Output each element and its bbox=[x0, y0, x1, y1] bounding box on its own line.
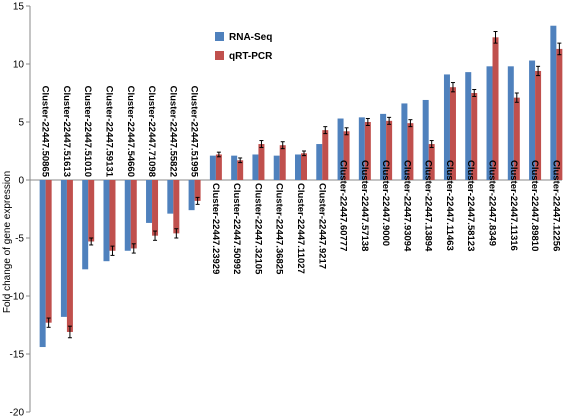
bar-rna-seq bbox=[167, 180, 174, 214]
bar-qrt-pcr bbox=[364, 122, 371, 180]
category-label: Cluster-22447.8349 bbox=[487, 160, 498, 246]
bar-qrt-pcr bbox=[109, 180, 116, 251]
category-label: Cluster-22447.55822 bbox=[167, 86, 178, 177]
bar-qrt-pcr bbox=[386, 120, 393, 180]
bar-rna-seq bbox=[465, 72, 472, 180]
category-label: Cluster-22447.11027 bbox=[295, 183, 306, 274]
bar-rna-seq bbox=[507, 66, 514, 180]
bar-qrt-pcr bbox=[237, 160, 244, 180]
category-label: Cluster-22447.58123 bbox=[465, 160, 476, 251]
bar-rna-seq bbox=[273, 155, 280, 180]
category-label: Cluster-22447.36825 bbox=[274, 183, 285, 275]
bar-rna-seq bbox=[39, 180, 46, 348]
bar-qrt-pcr bbox=[88, 180, 95, 242]
bar-rna-seq bbox=[316, 144, 323, 180]
legend: RNA-Seq qRT-PCR bbox=[215, 32, 273, 62]
y-tick-label: -5 bbox=[15, 234, 24, 245]
bar-qrt-pcr bbox=[45, 180, 52, 323]
bar-qrt-pcr bbox=[152, 180, 159, 236]
bar-rna-seq bbox=[146, 180, 153, 223]
y-tick-label: -20 bbox=[10, 408, 25, 418]
bar-rna-seq bbox=[486, 66, 493, 180]
bar-layer bbox=[39, 25, 563, 348]
bar-qrt-pcr bbox=[556, 48, 563, 180]
bar-qrt-pcr bbox=[535, 70, 542, 180]
bar-rna-seq bbox=[252, 154, 259, 180]
category-label: Cluster-22447.9000 bbox=[380, 160, 391, 246]
category-label: Cluster-22447.51010 bbox=[82, 86, 93, 177]
bar-qrt-pcr bbox=[301, 153, 307, 180]
category-label: Cluster-22447.12256 bbox=[550, 160, 561, 251]
category-label: Cluster-22447.23929 bbox=[210, 183, 221, 274]
bar-rna-seq bbox=[124, 180, 131, 251]
bar-qrt-pcr bbox=[492, 37, 499, 180]
bar-rna-seq bbox=[231, 155, 238, 180]
y-tick-label: 10 bbox=[13, 60, 25, 71]
category-label: Cluster-22447.11316 bbox=[508, 160, 519, 251]
bar-qrt-pcr bbox=[407, 123, 414, 180]
bar-rna-seq bbox=[380, 113, 387, 180]
bar-qrt-pcr bbox=[194, 180, 201, 201]
category-label: Cluster-22447.11463 bbox=[444, 160, 455, 251]
category-label: Cluster-22447.59131 bbox=[103, 86, 114, 178]
bar-qrt-pcr bbox=[343, 131, 350, 180]
bar-rna-seq bbox=[295, 154, 301, 180]
bar-qrt-pcr bbox=[322, 130, 329, 180]
legend-swatch-rna-seq bbox=[215, 32, 224, 41]
category-label: Cluster-22447.71098 bbox=[146, 86, 157, 177]
y-tick-label: 5 bbox=[18, 118, 24, 129]
category-label: Cluster-22447.51613 bbox=[61, 86, 72, 177]
legend-label-qrt-pcr: qRT-PCR bbox=[229, 51, 273, 62]
bar-rna-seq bbox=[550, 25, 557, 180]
bar-rna-seq bbox=[188, 180, 195, 211]
bar-qrt-pcr bbox=[428, 144, 435, 180]
bar-rna-seq bbox=[60, 180, 67, 317]
bar-qrt-pcr bbox=[66, 180, 73, 332]
category-label: Cluster-22447.93094 bbox=[401, 160, 412, 252]
bar-qrt-pcr bbox=[258, 144, 265, 180]
category-label: Cluster-22447.50865 bbox=[40, 86, 51, 178]
bar-qrt-pcr bbox=[279, 145, 286, 180]
legend-swatch-qrt-pcr bbox=[215, 51, 224, 60]
y-tick-label: 15 bbox=[13, 2, 25, 13]
bar-rna-seq bbox=[103, 180, 110, 262]
category-label: Cluster-22447.50992 bbox=[231, 183, 242, 274]
category-label: Cluster-22447.89810 bbox=[529, 160, 540, 251]
bar-qrt-pcr bbox=[173, 180, 180, 234]
y-axis-title: Fold change of gene expression bbox=[2, 171, 13, 313]
y-tick-label: 0 bbox=[18, 176, 24, 187]
bar-rna-seq bbox=[358, 117, 365, 180]
legend-label-rna-seq: RNA-Seq bbox=[229, 32, 272, 43]
category-label: Cluster-22447.57138 bbox=[359, 160, 370, 251]
category-label: Cluster-22447.32105 bbox=[252, 183, 263, 275]
label-layer: Cluster-22447.50865 Cluster-22447.51613 Cl… bbox=[40, 86, 562, 275]
bar-qrt-pcr bbox=[449, 87, 456, 180]
bar-qrt-pcr bbox=[130, 180, 137, 249]
bar-qrt-pcr bbox=[215, 154, 222, 180]
bar-qrt-pcr bbox=[513, 97, 520, 180]
bar-rna-seq bbox=[443, 74, 450, 180]
bar-rna-seq bbox=[337, 118, 344, 180]
bar-rna-seq bbox=[422, 99, 429, 180]
category-label: Cluster-22447.9217 bbox=[316, 183, 327, 269]
y-tick-label: -10 bbox=[10, 292, 25, 303]
category-label: Cluster-22447.60777 bbox=[338, 160, 349, 251]
bar-rna-seq bbox=[529, 60, 536, 180]
category-label: Cluster-22447.13894 bbox=[423, 160, 434, 252]
category-label: Cluster-22447.54660 bbox=[125, 86, 136, 177]
bar-rna-seq bbox=[401, 103, 408, 180]
category-label: Cluster-22447.51995 bbox=[189, 86, 200, 178]
y-tick-label: -15 bbox=[10, 350, 25, 361]
bar-rna-seq bbox=[82, 180, 89, 270]
bar-qrt-pcr bbox=[471, 93, 478, 180]
bar-rna-seq bbox=[209, 155, 216, 180]
